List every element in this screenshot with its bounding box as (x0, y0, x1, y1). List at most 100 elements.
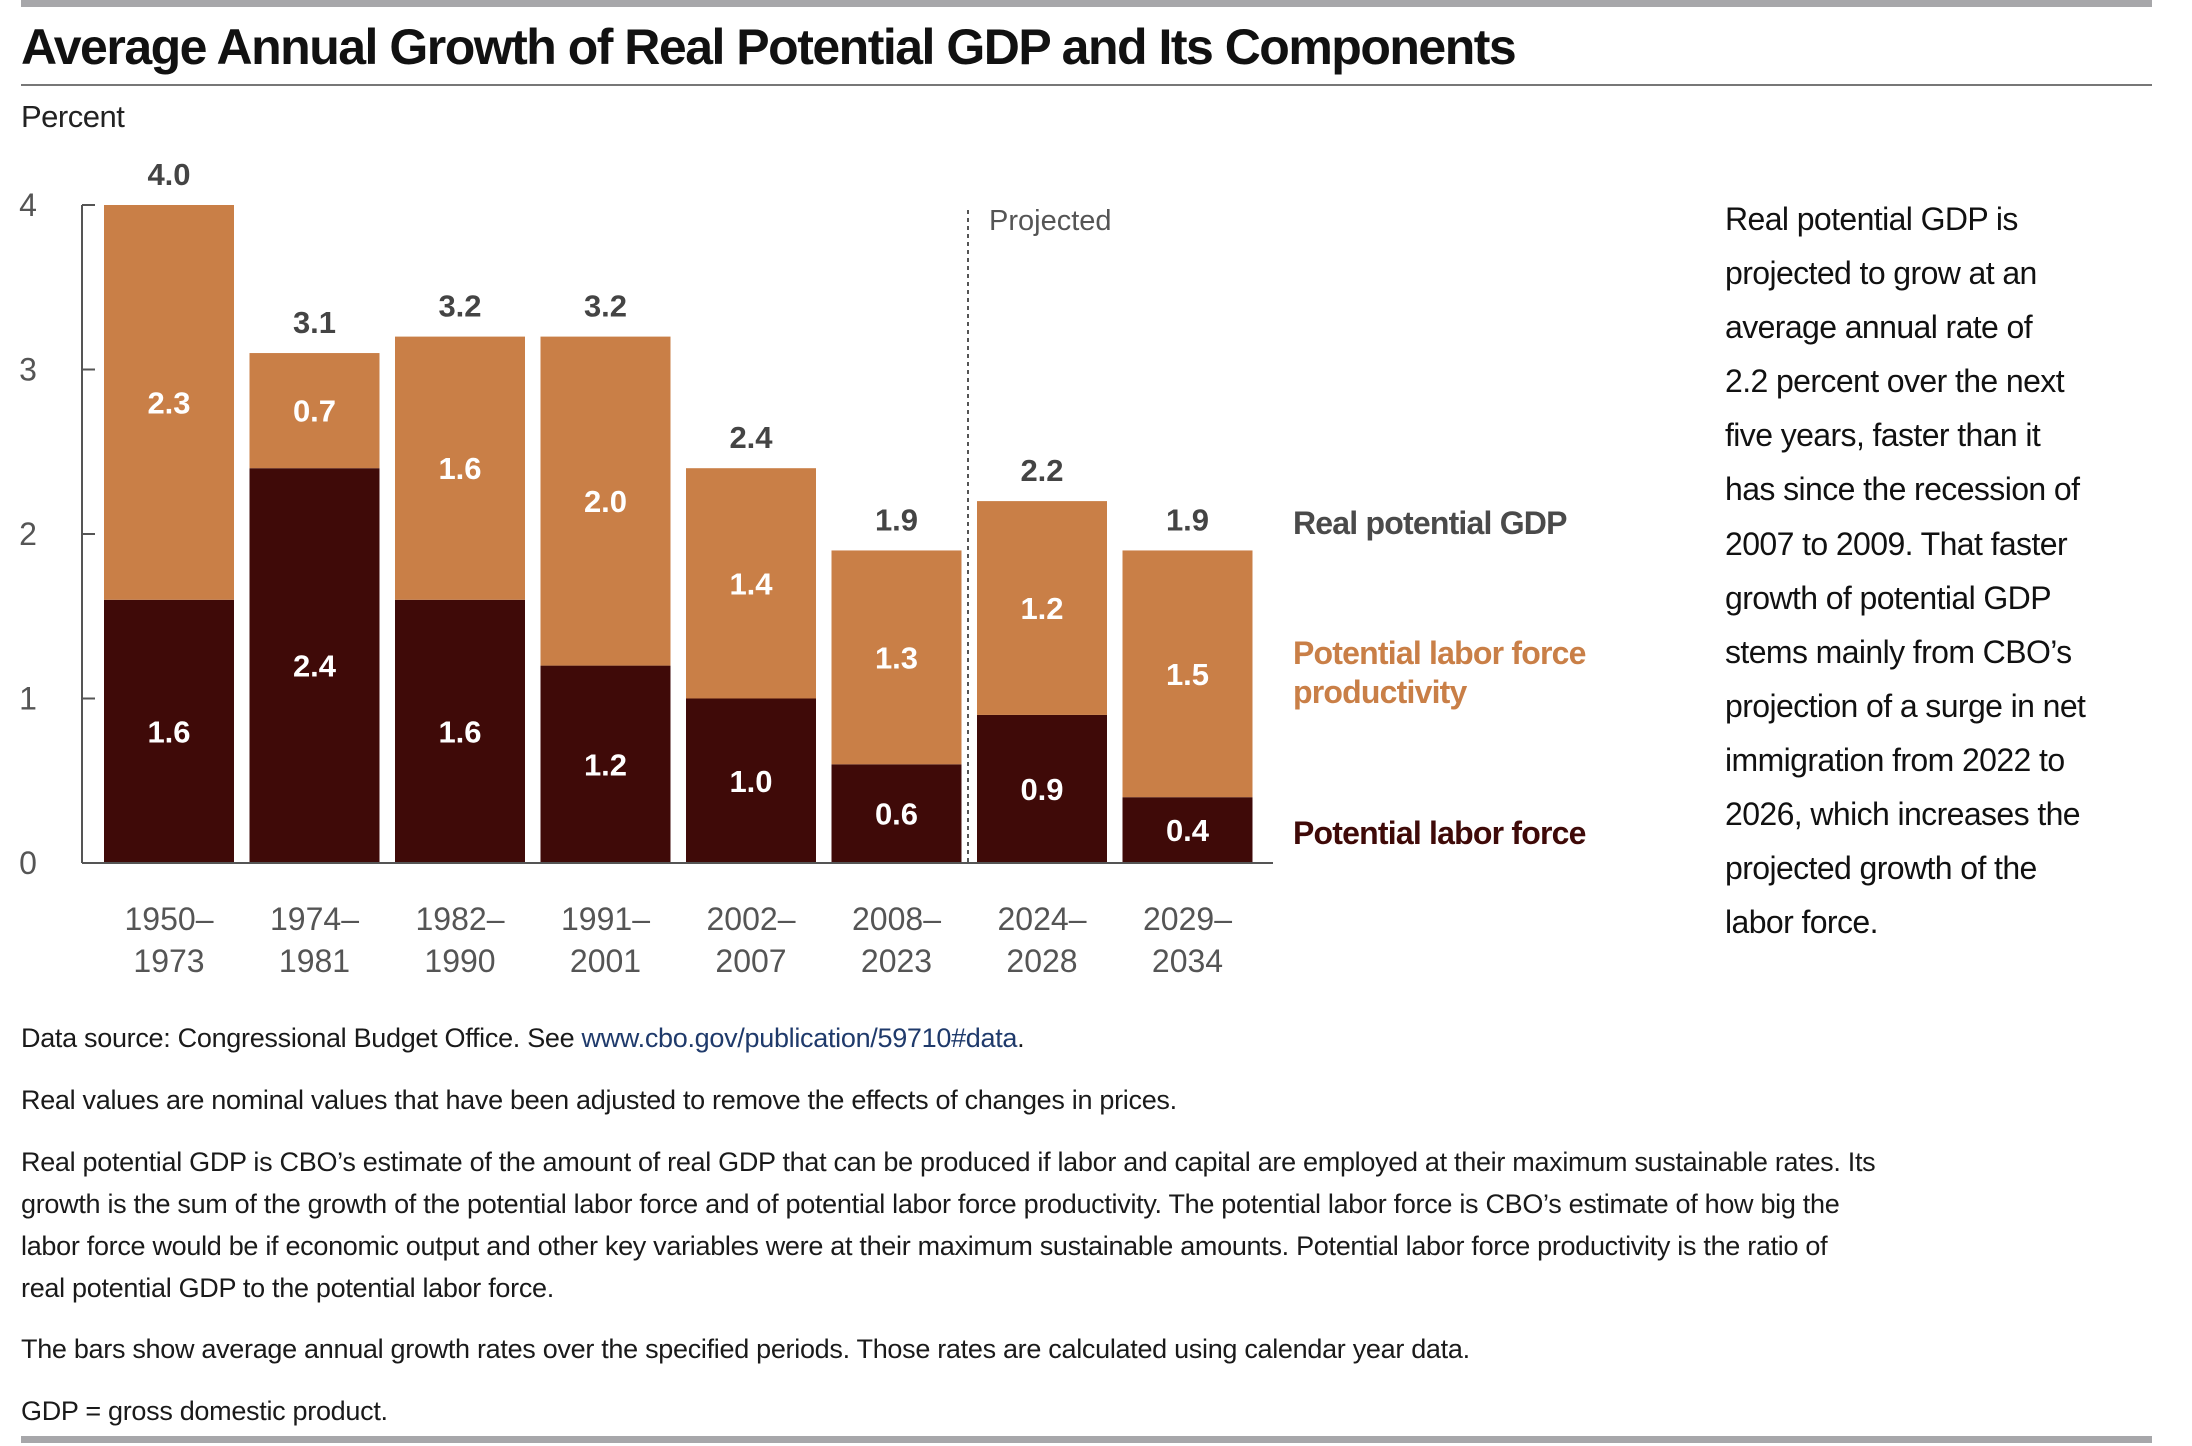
x-tick-label: 1950– (125, 901, 214, 937)
bar-labor-force (1122, 797, 1253, 863)
x-tick-label: 1982– (416, 901, 505, 937)
label-productivity: 1.4 (729, 566, 773, 601)
x-tick-label: 2034 (1152, 943, 1223, 979)
side-text-line: five years, faster than it (1725, 417, 2041, 454)
bar-productivity (104, 205, 234, 600)
bar-labor-force (104, 599, 234, 863)
label-labor-force: 1.0 (729, 764, 772, 799)
side-text-line: 2007 to 2009. That faster (1725, 525, 2068, 562)
x-tick-label: 2001 (570, 943, 641, 979)
label-labor-force: 1.6 (438, 714, 481, 749)
side-commentary: Real potential GDP is projected to grow a… (1725, 198, 2086, 955)
label-total: 3.2 (584, 289, 627, 324)
side-text-line: has since the recession of (1725, 471, 2080, 508)
bar-productivity (831, 550, 962, 765)
definition-line: growth is the sum of the growth of the p… (21, 1188, 1840, 1219)
label-total: 2.2 (1020, 453, 1063, 488)
bar-productivity (395, 336, 525, 600)
legend-label: Real potential GDP (1293, 505, 1567, 541)
bar-labor-force (686, 698, 816, 863)
label-labor-force: 0.4 (1166, 813, 1210, 848)
x-tick-label: 2002– (707, 901, 796, 937)
label-productivity: 1.2 (1020, 591, 1063, 626)
y-tick-label: 2 (19, 516, 37, 552)
x-tick-label: 2029– (1143, 901, 1232, 937)
side-text-line: immigration from 2022 to (1725, 741, 2065, 778)
data-source-note: Data source: Congressional Budget Office… (21, 1018, 1875, 1060)
label-total: 1.9 (875, 502, 918, 537)
y-tick-label: 4 (19, 187, 37, 223)
label-labor-force: 1.2 (584, 747, 627, 782)
label-total: 4.0 (147, 157, 190, 192)
bar-productivity (1122, 550, 1253, 798)
x-tick-label: 2008– (852, 901, 941, 937)
x-tick-label: 2023 (861, 943, 932, 979)
side-text-line: labor force. (1725, 904, 1878, 941)
side-text-line: 2.2 percent over the next (1725, 363, 2065, 400)
label-labor-force: 2.4 (293, 649, 337, 684)
definition-note: Real potential GDP is CBO’s estimate of … (21, 1142, 1876, 1310)
bar-labor-force (540, 665, 671, 863)
side-text-line: 2026, which increases the (1725, 796, 2081, 833)
label-productivity: 2.3 (147, 385, 190, 420)
y-tick-label: 3 (19, 352, 37, 388)
legend-label: productivity (1293, 674, 1468, 710)
label-labor-force: 0.9 (1020, 772, 1063, 807)
definition-line: labor force would be if economic output … (21, 1230, 1828, 1261)
label-productivity: 0.7 (293, 394, 336, 429)
bar-chart: 0 1 2 3 4 1.6 2.3 4.0 1950– 1973 2.4 0.7 3.1 1974– 198… (19, 157, 1586, 979)
bar-labor-force (977, 714, 1107, 863)
top-border (21, 0, 2152, 7)
bar-productivity (977, 501, 1107, 715)
bar-labor-force (249, 468, 380, 863)
y-tick-label: 0 (19, 845, 37, 881)
side-text-line: projected to grow at an (1725, 255, 2037, 292)
bar-labor-force (395, 599, 525, 863)
label-productivity: 1.3 (875, 640, 918, 675)
label-productivity: 1.6 (438, 451, 481, 486)
x-tick-label: 2007 (715, 943, 786, 979)
x-tick-label: 1981 (279, 943, 350, 979)
legend-label: Potential labor force (1293, 815, 1586, 851)
label-total: 2.4 (729, 420, 773, 455)
label-labor-force: 0.6 (875, 797, 918, 832)
bottom-border (21, 1436, 2152, 1443)
source-link[interactable]: www.cbo.gov/publication/59710#data (581, 1023, 1018, 1053)
side-text-line: average annual rate of (1725, 309, 2033, 346)
y-axis-label: Percent (21, 99, 125, 134)
side-text-line: Real potential GDP is (1725, 201, 2018, 237)
title-rule (21, 84, 2152, 86)
x-tick-label: 2028 (1006, 943, 1077, 979)
source-suffix: . (1017, 1023, 1025, 1053)
x-tick-label: 1991– (561, 901, 650, 937)
real-values-note: Real values are nominal values that have… (21, 1084, 1177, 1115)
x-tick-label: 1973 (133, 943, 204, 979)
y-tick-label: 1 (19, 681, 37, 717)
legend-label: Potential labor force (1293, 635, 1586, 671)
gdp-abbrev-note: GDP = gross domestic product. (21, 1396, 388, 1427)
projected-annotation: Projected (989, 205, 1112, 237)
chart-notes: Data source: Congressional Budget Office… (21, 1018, 1876, 1433)
bar-productivity (249, 353, 380, 469)
side-text-line: stems mainly from CBO’s (1725, 633, 2072, 670)
definition-line: Real potential GDP is CBO’s estimate of … (21, 1146, 1876, 1177)
side-text-line: growth of potential GDP (1725, 579, 2052, 616)
source-text: Data source: Congressional Budget Office… (21, 1023, 582, 1053)
side-text-line: projected growth of the (1725, 850, 2037, 887)
label-total: 1.9 (1166, 502, 1209, 537)
bar-productivity (686, 468, 816, 699)
x-tick-label: 1974– (270, 901, 359, 937)
bars-note: The bars show average annual growth rate… (21, 1334, 1470, 1365)
bar-productivity (540, 336, 671, 666)
label-labor-force: 1.6 (147, 714, 190, 749)
label-total: 3.1 (293, 305, 336, 340)
label-total: 3.2 (438, 289, 481, 324)
side-text-line: projection of a surge in net (1725, 687, 2086, 724)
label-productivity: 1.5 (1166, 657, 1209, 692)
bar-labor-force (831, 764, 962, 863)
x-tick-label: 1990 (424, 943, 495, 979)
definition-line: real potential GDP to the potential labo… (21, 1272, 554, 1303)
x-tick-label: 2024– (998, 901, 1087, 937)
chart-title: Average Annual Growth of Real Potential … (21, 19, 1517, 75)
label-productivity: 2.0 (584, 484, 627, 519)
